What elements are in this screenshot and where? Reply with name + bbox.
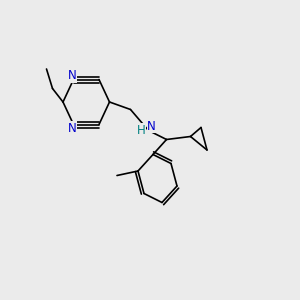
Text: H: H — [136, 124, 146, 137]
Text: N: N — [68, 69, 76, 82]
Text: N: N — [147, 119, 156, 133]
Text: N: N — [68, 122, 76, 135]
